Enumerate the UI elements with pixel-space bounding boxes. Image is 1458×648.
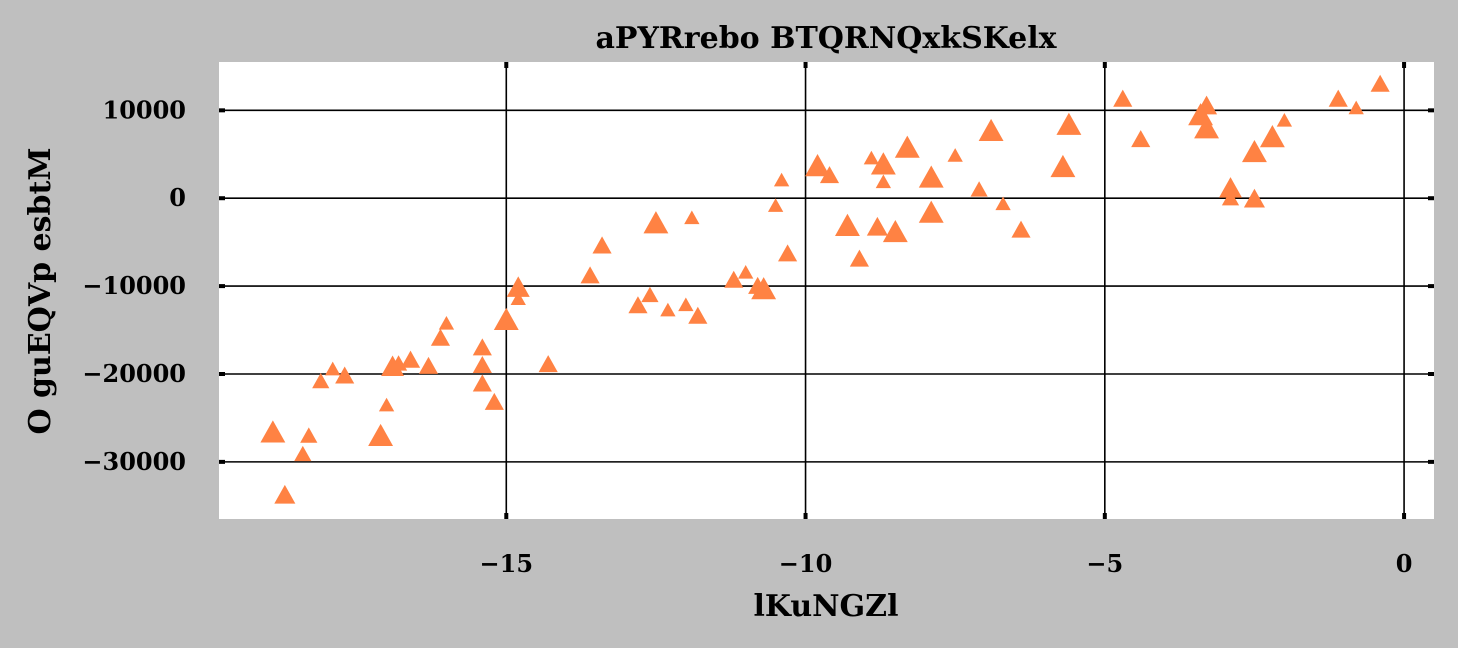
- data-point: [506, 276, 530, 297]
- data-point: [688, 306, 708, 324]
- data-point: [738, 265, 754, 279]
- data-point: [643, 211, 669, 234]
- data-point: [970, 181, 988, 197]
- data-point: [751, 277, 777, 300]
- data-point: [767, 198, 784, 212]
- data-point: [835, 213, 860, 236]
- data-point: [778, 244, 798, 262]
- data-point: [773, 172, 790, 187]
- data-point: [325, 361, 341, 376]
- data-point: [684, 210, 700, 225]
- data-point: [472, 338, 492, 356]
- data-point: [418, 356, 439, 374]
- data-point: [1259, 125, 1285, 148]
- data-point: [805, 154, 830, 177]
- data-point: [1056, 112, 1082, 135]
- data-point: [1328, 89, 1348, 107]
- y-tick-label: −30000: [82, 447, 186, 476]
- x-tick-label: −10: [779, 549, 833, 578]
- y-tick-label: 10000: [103, 95, 187, 124]
- data-point: [1050, 154, 1076, 178]
- data-point: [1370, 74, 1390, 92]
- data-point: [1011, 220, 1031, 238]
- data-point: [870, 152, 896, 175]
- data-point: [875, 174, 892, 189]
- data-point: [493, 307, 519, 331]
- y-axis-label: O guEQVp esbtM: [23, 147, 58, 434]
- data-point: [660, 302, 676, 317]
- data-point: [1196, 95, 1218, 115]
- data-point: [1243, 188, 1265, 208]
- data-point: [1276, 112, 1293, 127]
- data-point: [1242, 139, 1267, 163]
- data-point: [819, 166, 840, 184]
- grid: [219, 62, 1434, 519]
- data-point: [294, 445, 312, 462]
- data-point: [510, 291, 526, 306]
- y-tick-label: −10000: [82, 271, 186, 300]
- x-tick-label: −15: [480, 549, 534, 578]
- data-point: [849, 249, 869, 267]
- data-point: [592, 236, 612, 254]
- chart-title: aPYRrebo BTQRNQxkSKelx: [595, 21, 1057, 56]
- data-point: [260, 420, 286, 443]
- data-point: [995, 196, 1011, 211]
- data-point: [1113, 89, 1133, 107]
- data-point: [312, 372, 330, 389]
- data-point: [866, 216, 888, 236]
- data-point: [641, 286, 659, 303]
- data-point: [381, 355, 405, 376]
- plot-area: [219, 62, 1434, 519]
- data-point: [882, 219, 908, 243]
- x-tick-label: −5: [1086, 549, 1123, 578]
- data-point: [628, 296, 648, 314]
- data-point: [580, 266, 600, 284]
- data-point: [724, 270, 744, 288]
- data-point: [400, 350, 421, 368]
- data-point: [472, 374, 492, 392]
- data-point: [274, 484, 296, 504]
- data-points: [260, 74, 1390, 504]
- data-point: [1348, 100, 1364, 115]
- data-point: [947, 148, 963, 162]
- data-point: [1221, 190, 1240, 206]
- y-tick-label: 0: [169, 183, 186, 212]
- data-point: [378, 397, 395, 412]
- x-tick-labels: −15 −10 −5 0: [480, 549, 1413, 578]
- data-point: [918, 200, 944, 223]
- data-point: [1131, 130, 1151, 148]
- data-point: [678, 297, 694, 312]
- y-tick-label: −20000: [82, 359, 186, 388]
- data-point: [438, 315, 455, 330]
- data-point: [368, 423, 394, 447]
- data-point: [1194, 116, 1220, 139]
- x-tick-label: 0: [1396, 549, 1413, 578]
- data-point: [430, 328, 451, 346]
- data-point: [918, 165, 944, 188]
- y-tick-labels: −30000 −20000 −10000 0 10000: [82, 95, 186, 476]
- data-point: [335, 366, 355, 384]
- data-point: [1219, 177, 1242, 198]
- data-point: [484, 392, 504, 410]
- data-point: [472, 355, 492, 374]
- data-point: [538, 355, 558, 373]
- data-point: [863, 150, 880, 165]
- data-point: [300, 427, 318, 443]
- data-point: [894, 135, 920, 158]
- tick-marks: [219, 62, 1434, 519]
- x-axis-label: lKuNGZl: [754, 589, 899, 624]
- data-point: [978, 118, 1004, 142]
